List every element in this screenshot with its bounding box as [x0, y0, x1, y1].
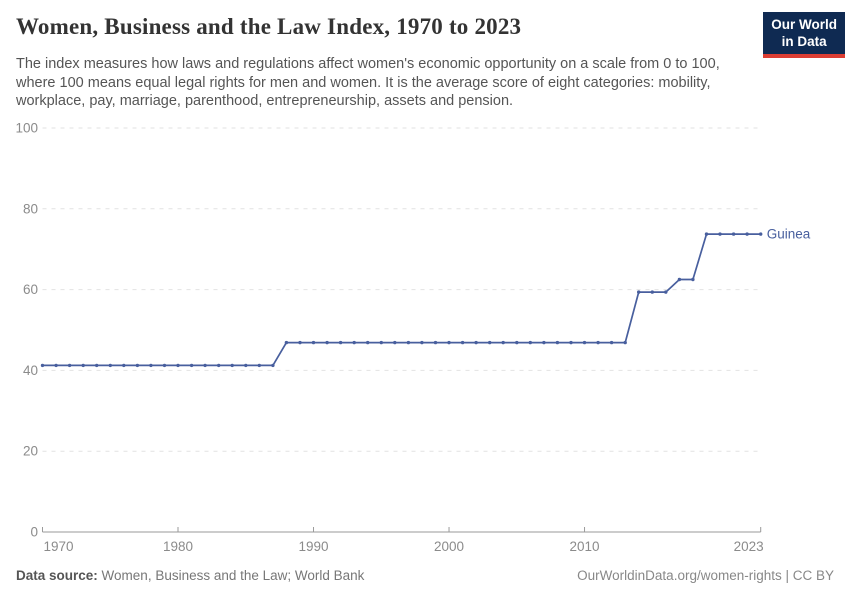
- data-point[interactable]: [271, 363, 275, 368]
- data-point[interactable]: [135, 363, 140, 368]
- subtitle-line: The index measures how laws and regulati…: [16, 56, 720, 72]
- y-tick-label: 20: [23, 444, 38, 459]
- owid-logo-line1: Our World: [771, 17, 837, 32]
- y-tick-label: 80: [23, 201, 38, 216]
- data-point[interactable]: [298, 340, 302, 345]
- data-point[interactable]: [650, 290, 654, 294]
- data-point[interactable]: [596, 340, 600, 345]
- data-point[interactable]: [704, 232, 709, 236]
- x-tick-label: 2010: [570, 539, 600, 554]
- data-point[interactable]: [366, 340, 370, 345]
- y-axis-labels: 0 20 40 60 80 100: [15, 121, 38, 540]
- data-point[interactable]: [759, 232, 763, 236]
- data-point[interactable]: [447, 340, 451, 345]
- data-point[interactable]: [569, 340, 573, 345]
- y-tick-label: 60: [23, 282, 38, 297]
- y-tick-label: 40: [23, 363, 38, 378]
- data-source-value: Women, Business and the Law; World Bank: [101, 568, 365, 583]
- data-point[interactable]: [664, 290, 668, 294]
- data-point[interactable]: [40, 363, 45, 368]
- data-point[interactable]: [284, 340, 289, 345]
- data-point[interactable]: [528, 340, 532, 345]
- data-point[interactable]: [488, 340, 492, 345]
- data-point[interactable]: [54, 363, 58, 368]
- data-point[interactable]: [189, 363, 194, 368]
- data-point[interactable]: [162, 363, 167, 368]
- data-source-label: Data source:: [16, 568, 98, 583]
- data-point[interactable]: [460, 340, 465, 345]
- subtitle-line: where 100 means equal legal rights for m…: [16, 74, 711, 91]
- data-point[interactable]: [122, 363, 126, 368]
- x-axis-labels: 1970 1980 1990 2000 2010 2023: [44, 539, 764, 554]
- owid-logo-line2: in Data: [781, 33, 827, 49]
- data-point[interactable]: [406, 340, 411, 345]
- data-point[interactable]: [244, 363, 248, 368]
- data-point[interactable]: [325, 340, 329, 345]
- data-point[interactable]: [149, 363, 153, 368]
- data-point[interactable]: [677, 277, 682, 282]
- data-point[interactable]: [311, 340, 316, 345]
- data-point[interactable]: [352, 340, 356, 345]
- y-tick-label: 100: [15, 121, 38, 136]
- owid-logo[interactable]: Our World in Data: [763, 12, 845, 58]
- y-tick-label: 0: [30, 525, 38, 540]
- data-point[interactable]: [176, 363, 180, 368]
- chart-subtitle: The index measures how laws and regulati…: [16, 55, 720, 111]
- data-point[interactable]: [393, 340, 397, 345]
- x-tick-label: 1980: [163, 539, 193, 554]
- data-point[interactable]: [718, 232, 722, 236]
- x-tick-label: 2023: [734, 539, 764, 554]
- gridlines: [42, 127, 758, 452]
- data-point[interactable]: [501, 340, 505, 345]
- data-point[interactable]: [691, 277, 695, 282]
- data-point[interactable]: [67, 363, 72, 368]
- data-point[interactable]: [474, 340, 478, 345]
- data-point-markers[interactable]: [40, 232, 763, 368]
- chart-title: Women, Business and the Law Index, 1970 …: [16, 14, 522, 39]
- data-point[interactable]: [515, 340, 519, 345]
- data-point[interactable]: [230, 363, 234, 368]
- data-point[interactable]: [257, 363, 261, 368]
- data-point[interactable]: [338, 340, 343, 345]
- data-point[interactable]: [731, 232, 736, 236]
- data-point[interactable]: [623, 340, 627, 345]
- data-point[interactable]: [203, 363, 207, 368]
- data-point[interactable]: [582, 340, 587, 345]
- data-point[interactable]: [420, 340, 424, 345]
- data-point[interactable]: [745, 232, 749, 236]
- owid-link[interactable]: OurWorldinData.org/women-rights | CC BY: [577, 568, 834, 583]
- series-line-guinea[interactable]: [41, 233, 762, 367]
- data-point[interactable]: [379, 340, 383, 345]
- data-point[interactable]: [637, 290, 641, 294]
- x-tick-label: 1970: [44, 539, 74, 554]
- data-point[interactable]: [542, 340, 546, 345]
- x-tick-label: 1990: [298, 539, 328, 554]
- x-tick-label: 2000: [434, 539, 464, 554]
- x-axis: [42, 527, 762, 533]
- entity-label-guinea[interactable]: Guinea: [767, 227, 811, 242]
- data-point[interactable]: [555, 340, 560, 345]
- data-point[interactable]: [609, 340, 614, 345]
- data-point[interactable]: [95, 363, 99, 368]
- data-point[interactable]: [81, 363, 85, 368]
- data-point[interactable]: [217, 363, 221, 368]
- data-point[interactable]: [108, 363, 113, 368]
- subtitle-line: workplace, pay, marriage, parenthood, en…: [16, 93, 514, 109]
- data-point[interactable]: [433, 340, 438, 345]
- data-source: Data source: Women, Business and the Law…: [16, 568, 364, 583]
